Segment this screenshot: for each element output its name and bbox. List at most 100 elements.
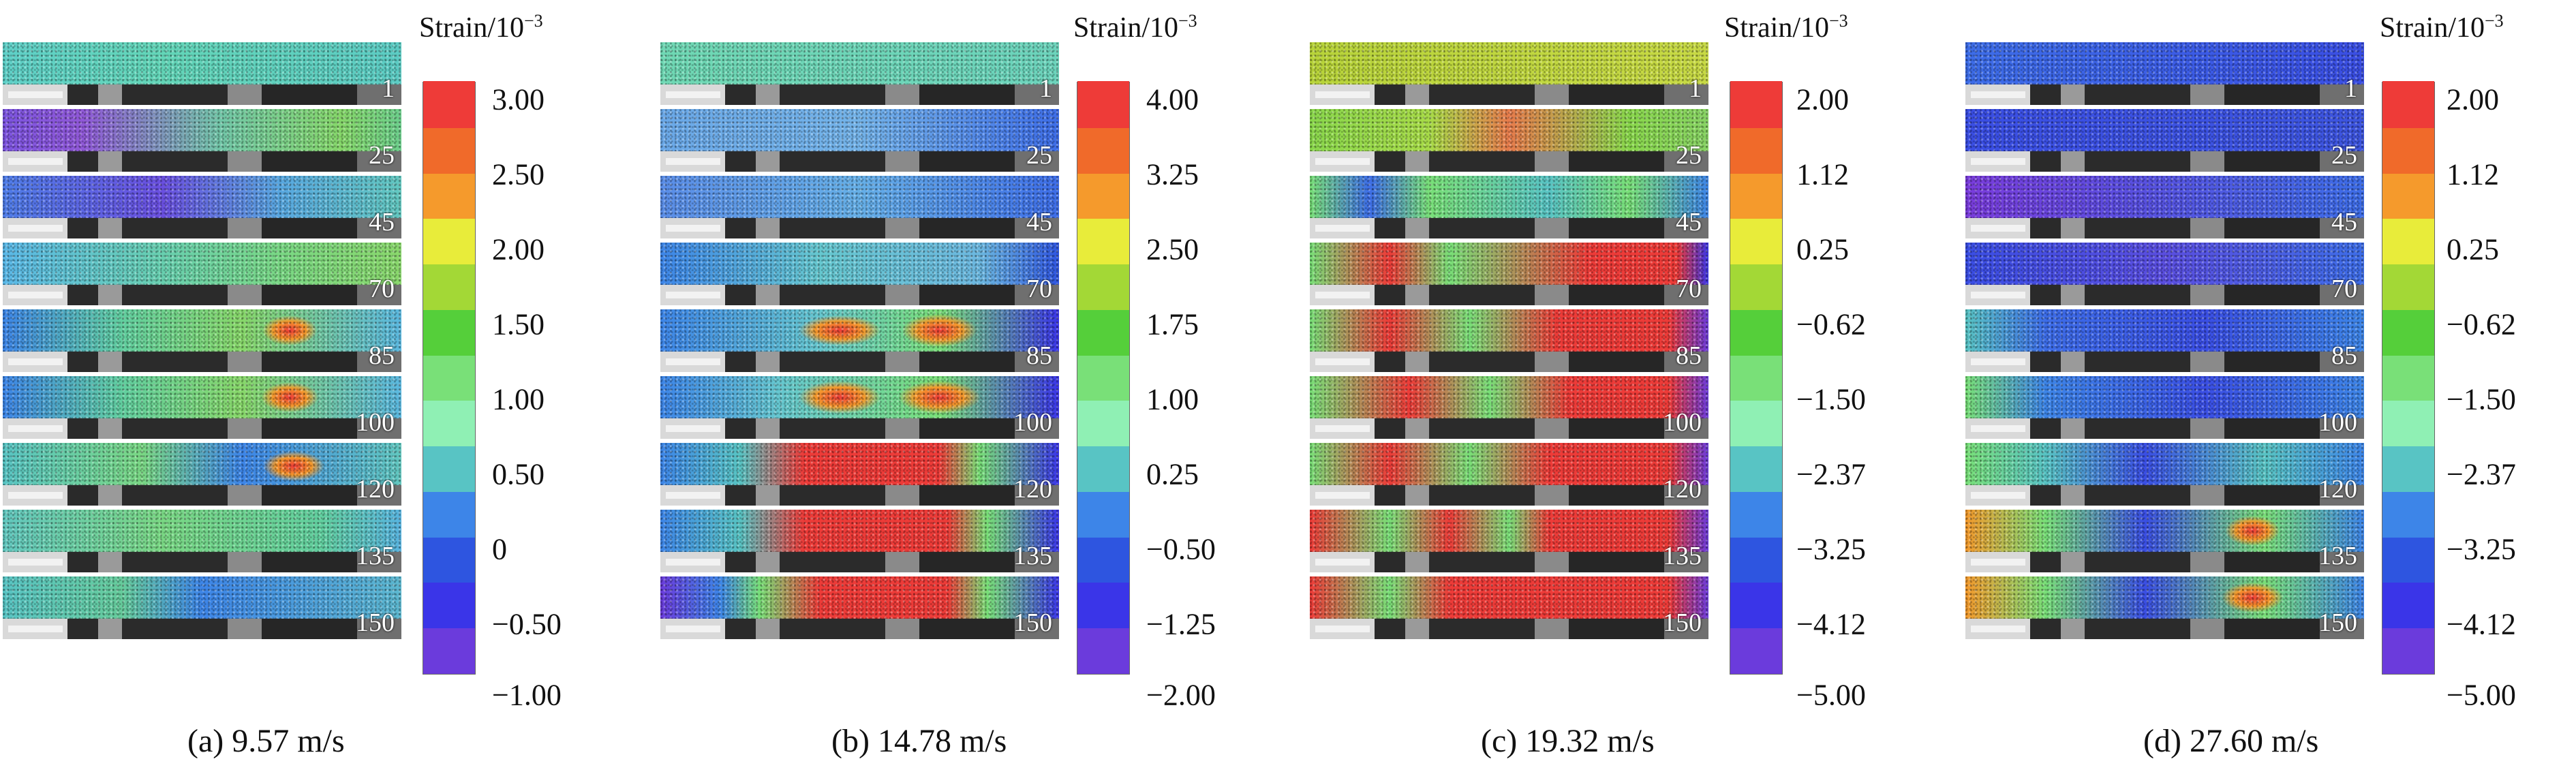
- strain-strip-frame-85: 85: [1310, 309, 1708, 372]
- colorbar-band: [2382, 81, 2434, 128]
- panel-c: 1 25 45 70 85 100 120 135 150 Strain/10−…: [1307, 0, 1951, 772]
- frame-number: 1: [1689, 74, 1702, 103]
- colorbar-tick-label: 2.50: [1146, 232, 1199, 266]
- strain-strip-frame-135: 135: [3, 510, 401, 572]
- frame-number: 150: [356, 608, 395, 637]
- colorbar-title: Strain/10−3: [2380, 11, 2504, 44]
- frame-number: 25: [1026, 141, 1052, 170]
- frame-number: 45: [1026, 208, 1052, 236]
- colorbar-band: [1730, 263, 1782, 310]
- colorbar-tick-label: 0: [492, 532, 507, 566]
- frame-number: 1: [1039, 74, 1052, 103]
- colorbar-tick-label: 1.75: [1146, 307, 1199, 341]
- panel-caption: (a) 9.57 m/s: [187, 723, 345, 759]
- colorbar-band: [423, 127, 475, 174]
- colorbar-band: [423, 627, 475, 674]
- strain-strip-frame-25: 25: [660, 109, 1059, 172]
- strain-strip-frame-150: 150: [1310, 576, 1708, 639]
- frame-number: 135: [2318, 542, 2357, 570]
- colorbar-band: [423, 309, 475, 356]
- frame-number: 85: [1026, 341, 1052, 370]
- colorbar-band: [2382, 536, 2434, 583]
- colorbar-tick-label: −0.50: [492, 607, 562, 641]
- colorbar-band: [1077, 127, 1129, 174]
- colorbar-tick-label: −5.00: [2447, 678, 2516, 712]
- frame-number: 25: [1676, 141, 1702, 170]
- colorbar-band: [423, 81, 475, 128]
- panel-a: 1 25 45 70 85 100 120 135 150 Strain/10−…: [0, 0, 644, 772]
- strain-strip-frame-150: 150: [660, 576, 1059, 639]
- colorbar-tick-label: 1.12: [2447, 157, 2499, 191]
- colorbar-band: [1730, 491, 1782, 538]
- colorbar-title: Strain/10−3: [1073, 11, 1197, 44]
- strain-strip-frame-45: 45: [3, 176, 401, 238]
- frame-number: 100: [356, 408, 395, 437]
- colorbar-tick-label: 2.00: [1796, 82, 1849, 117]
- panel-caption: (d) 27.60 m/s: [2143, 723, 2319, 759]
- colorbar-band: [2382, 309, 2434, 356]
- colorbar-band: [1730, 81, 1782, 128]
- colorbar-tick-label: −3.25: [2447, 532, 2516, 566]
- frame-number: 1: [2344, 74, 2357, 103]
- colorbar-tick-label: 3.00: [492, 82, 545, 117]
- colorbar-tick-label: 0.25: [2447, 232, 2499, 266]
- colorbar-band: [1077, 81, 1129, 128]
- colorbar-band: [2382, 627, 2434, 674]
- strain-strip-frame-1: 1: [3, 42, 401, 105]
- colorbar-band: [2382, 445, 2434, 492]
- colorbar-tick-label: 0.25: [1146, 457, 1199, 491]
- colorbar-band: [1730, 445, 1782, 492]
- strain-strip-frame-85: 85: [1965, 309, 2364, 372]
- colorbar-band: [423, 536, 475, 583]
- frame-number: 85: [2331, 341, 2357, 370]
- strain-strip-frame-1: 1: [1310, 42, 1708, 105]
- frame-number: 85: [369, 341, 395, 370]
- colorbar-band: [1077, 581, 1129, 629]
- colorbar-tick-label: −4.12: [1796, 607, 1866, 641]
- colorbar-band: [423, 445, 475, 492]
- colorbar-band: [1730, 581, 1782, 629]
- colorbar-tick-label: −2.37: [2447, 457, 2516, 491]
- colorbar-band: [423, 217, 475, 265]
- panel-b: 1 25 45 70 85 100 120 135 150 Strain/10−…: [658, 0, 1302, 772]
- strain-strip-frame-135: 135: [1310, 510, 1708, 572]
- colorbar-tick-label: 1.12: [1796, 157, 1849, 191]
- colorbar-band: [1730, 536, 1782, 583]
- colorbar-band: [1077, 399, 1129, 447]
- colorbar-band: [2382, 172, 2434, 219]
- colorbar-tick-label: −3.25: [1796, 532, 1866, 566]
- strain-strip-frame-70: 70: [1965, 243, 2364, 305]
- colorbar-band: [423, 172, 475, 219]
- colorbar-tick-label: 1.50: [492, 307, 545, 341]
- frame-number: 70: [1026, 275, 1052, 303]
- colorbar: [1730, 81, 1783, 675]
- frame-number: 100: [2318, 408, 2357, 437]
- frame-number: 150: [1663, 608, 1702, 637]
- frame-number: 120: [1013, 475, 1052, 504]
- frame-number: 135: [1013, 542, 1052, 570]
- strain-strip-frame-45: 45: [1965, 176, 2364, 238]
- colorbar-tick-label: 2.00: [2447, 82, 2499, 117]
- frame-number: 85: [1676, 341, 1702, 370]
- frame-number: 70: [369, 275, 395, 303]
- colorbar-band: [2382, 217, 2434, 265]
- frame-number: 120: [356, 475, 395, 504]
- strain-strip-frame-85: 85: [3, 309, 401, 372]
- colorbar-band: [2382, 581, 2434, 629]
- frame-number: 100: [1013, 408, 1052, 437]
- colorbar-tick-label: −5.00: [1796, 678, 1866, 712]
- colorbar-band: [1077, 445, 1129, 492]
- strain-strip-frame-120: 120: [660, 443, 1059, 506]
- strain-strip-frame-25: 25: [1965, 109, 2364, 172]
- frame-number: 150: [1013, 608, 1052, 637]
- frame-number: 25: [2331, 141, 2357, 170]
- colorbar-band: [423, 491, 475, 538]
- strain-strip-frame-25: 25: [3, 109, 401, 172]
- strain-strip-frame-100: 100: [1965, 376, 2364, 439]
- colorbar-tick-label: −2.00: [1146, 678, 1216, 712]
- frame-number: 45: [369, 208, 395, 236]
- colorbar-band: [2382, 263, 2434, 310]
- strain-strip-frame-45: 45: [1310, 176, 1708, 238]
- colorbar-tick-label: −1.00: [492, 678, 562, 712]
- colorbar: [423, 81, 476, 675]
